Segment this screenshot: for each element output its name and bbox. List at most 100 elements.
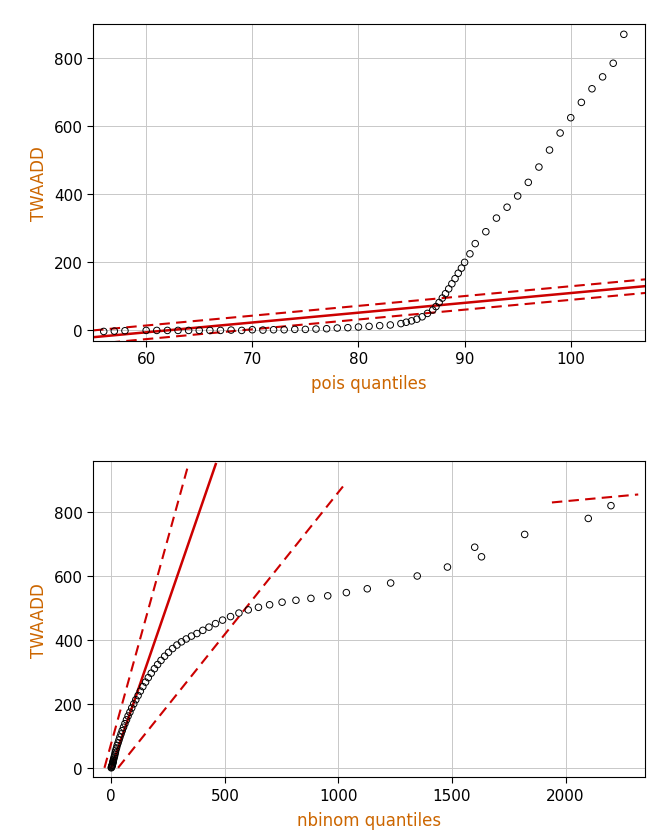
Point (217, 614, 228, 627)
Point (149, 662, 160, 675)
Point (442, 561, 453, 574)
Point (108, 752, 119, 765)
Point (107, 758, 118, 772)
Point (289, 324, 300, 337)
Point (456, 263, 467, 276)
Y-axis label: TWAADD: TWAADD (30, 145, 48, 221)
Point (163, 646, 174, 660)
Point (143, 671, 154, 685)
Point (279, 324, 289, 337)
Point (481, 226, 491, 239)
Point (194, 324, 205, 338)
Point (450, 273, 460, 286)
Point (523, 176, 533, 190)
Point (135, 685, 146, 698)
Point (412, 314, 422, 327)
Point (247, 324, 257, 337)
Point (243, 604, 253, 617)
Point (226, 324, 237, 338)
Point (422, 308, 433, 321)
Point (107, 758, 118, 772)
Point (120, 717, 130, 731)
Point (138, 681, 148, 694)
Point (106, 762, 116, 775)
Point (110, 746, 120, 759)
Point (465, 247, 475, 261)
Point (385, 577, 396, 590)
Point (374, 319, 385, 333)
Point (123, 710, 134, 723)
Point (98, 325, 109, 339)
Point (519, 528, 530, 542)
Point (106, 760, 117, 773)
Point (205, 324, 215, 338)
Point (606, 499, 616, 512)
Point (107, 757, 118, 771)
Point (156, 654, 166, 667)
Point (176, 635, 187, 649)
Point (533, 161, 544, 175)
Point (128, 697, 139, 711)
Point (323, 589, 333, 603)
Point (364, 320, 374, 334)
Point (118, 721, 129, 734)
Point (225, 610, 236, 624)
Point (114, 731, 125, 744)
Point (353, 321, 364, 334)
Point (233, 607, 244, 620)
Point (565, 112, 576, 125)
Point (406, 315, 417, 329)
Point (126, 701, 137, 715)
Point (146, 666, 156, 680)
Point (417, 311, 428, 324)
Point (277, 596, 287, 609)
Point (113, 737, 124, 750)
Point (544, 144, 555, 157)
X-axis label: nbinom quantiles: nbinom quantiles (297, 811, 441, 829)
Point (114, 733, 124, 747)
Point (110, 744, 121, 757)
Point (321, 323, 332, 336)
Point (291, 594, 301, 607)
Point (412, 569, 422, 583)
Point (210, 617, 221, 630)
Point (264, 599, 275, 612)
Point (172, 639, 182, 652)
Point (109, 750, 120, 763)
Point (491, 212, 502, 226)
Point (173, 324, 184, 338)
Point (117, 724, 128, 737)
Point (106, 759, 117, 772)
Point (502, 201, 513, 215)
Point (428, 304, 438, 318)
Point (108, 754, 118, 767)
Point (236, 324, 247, 338)
Point (160, 650, 170, 663)
Point (116, 727, 126, 741)
Point (111, 742, 122, 755)
Point (460, 257, 470, 270)
Point (168, 642, 178, 655)
Point (253, 601, 264, 614)
Point (152, 658, 163, 671)
Point (362, 583, 372, 596)
Point (618, 28, 629, 42)
Point (192, 627, 202, 640)
Point (587, 83, 597, 96)
Point (306, 592, 317, 605)
Point (385, 319, 396, 332)
Point (300, 324, 311, 337)
Point (130, 693, 141, 706)
Point (444, 283, 454, 296)
Point (162, 324, 173, 338)
Point (469, 541, 480, 554)
Point (332, 322, 342, 335)
Point (608, 58, 618, 71)
Point (453, 268, 464, 281)
Point (434, 297, 444, 310)
Point (133, 689, 144, 702)
Point (440, 288, 451, 301)
Point (112, 739, 122, 752)
Point (401, 316, 412, 329)
Point (268, 324, 279, 337)
